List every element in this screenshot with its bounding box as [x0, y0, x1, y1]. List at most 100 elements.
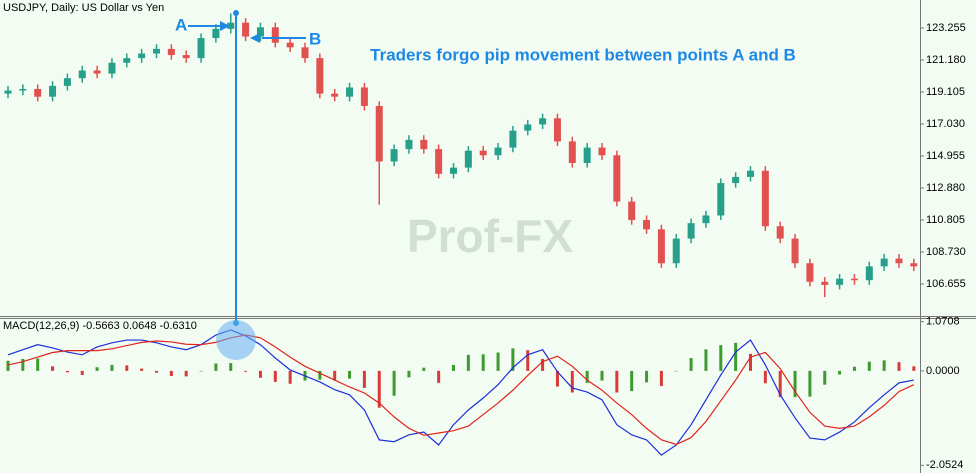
histogram-bar [496, 352, 500, 371]
histogram-bar [466, 354, 470, 371]
candle-body [108, 62, 116, 74]
candle-body [34, 88, 42, 97]
histogram-bar [719, 345, 723, 371]
candle-body [435, 149, 443, 174]
macd-line [7, 329, 914, 456]
candle-body [598, 147, 606, 156]
candle-body [702, 215, 710, 224]
histogram-bar [392, 370, 396, 396]
y-tick-label: 108.730 [926, 246, 966, 258]
candle-body [153, 48, 160, 54]
histogram-bar [377, 370, 381, 408]
candle-body [390, 149, 398, 162]
candle-body [509, 130, 517, 148]
candle-body [78, 70, 86, 79]
candle-body [182, 55, 190, 59]
histogram-bar [51, 366, 55, 371]
candle-body [583, 147, 591, 164]
y-tick-label: 114.955 [926, 150, 965, 162]
histogram-bar [882, 360, 886, 371]
histogram-bar [600, 370, 604, 381]
annotation-b: B [309, 29, 321, 48]
candle-body [761, 170, 769, 227]
macd-line [7, 334, 915, 446]
indicator-title: MACD(12,26,9) -0.5663 0.0648 -0.6310 [3, 320, 197, 332]
histogram-bar [318, 370, 322, 380]
candle-body [138, 53, 146, 59]
histogram-bar [793, 370, 797, 398]
histogram-bar [95, 367, 99, 371]
histogram-bar [110, 364, 114, 371]
histogram-bar [897, 362, 901, 371]
histogram-bar [169, 370, 173, 376]
candle-body [910, 263, 918, 267]
candle-body [850, 278, 858, 281]
annotation-a: A [175, 15, 187, 34]
y-tick-label: 112.880 [926, 182, 965, 194]
candle-body [732, 176, 740, 184]
histogram-bar [452, 364, 455, 371]
histogram-bar [778, 370, 782, 398]
candle-body [4, 90, 12, 94]
histogram-bar [244, 370, 248, 372]
histogram-bar [689, 358, 693, 371]
histogram-bar [184, 370, 188, 377]
candle-body [494, 147, 502, 156]
histogram-bar [80, 370, 84, 376]
histogram-bar [570, 370, 574, 393]
y-tick-label: 117.030 [926, 118, 965, 130]
chart-title: USDJPY, Daily: US Dollar vs Yen [3, 2, 164, 14]
watermark: Prof-FX [407, 210, 573, 262]
histogram-bar [199, 370, 203, 372]
histogram-bar [912, 366, 916, 371]
candle-body [821, 281, 829, 285]
y-tick-label: 123.255 [926, 22, 966, 34]
candle-body [717, 183, 725, 216]
histogram-bar [422, 367, 426, 371]
candle-body [93, 70, 101, 74]
histogram-bar [288, 370, 292, 384]
candle-body [524, 124, 532, 131]
histogram-bar [229, 363, 233, 371]
histogram-bar [36, 358, 40, 371]
candle-body [375, 105, 383, 162]
candle-body [539, 118, 547, 125]
histogram-bar [749, 353, 752, 371]
histogram-bar [437, 370, 441, 383]
histogram-bar [823, 370, 827, 385]
candle-body [865, 266, 873, 281]
candle-body [568, 141, 576, 164]
histogram-bar [155, 370, 158, 373]
histogram-bar [541, 358, 545, 371]
candle-body [123, 58, 131, 63]
candle-body [360, 87, 368, 106]
candle-body [880, 258, 888, 267]
histogram-bar [273, 370, 277, 382]
highlight-circle [216, 320, 256, 360]
candle-body [791, 238, 799, 264]
histogram-bar [645, 370, 649, 383]
annotation-note: Traders forgo pip movement between point… [370, 45, 796, 64]
y-tick-label: 110.805 [926, 214, 965, 226]
y-tick-label: 119.105 [926, 86, 965, 98]
histogram-bar [838, 370, 842, 375]
candle-body [256, 27, 264, 37]
candle-body [331, 93, 339, 97]
candle-body [895, 258, 903, 264]
y-tick-label: -2.0524 [926, 459, 963, 471]
candle-body [776, 226, 784, 239]
candle-body [19, 88, 27, 91]
candle-body [747, 170, 754, 177]
candle-body [479, 150, 487, 156]
histogram-bar [867, 361, 871, 371]
candle-body [212, 28, 220, 39]
candle-body [405, 139, 413, 150]
histogram-bar [214, 363, 218, 371]
histogram-bar [65, 370, 69, 373]
histogram-bar [630, 370, 634, 392]
y-tick-label: 1.0708 [926, 316, 960, 328]
y-tick-label: 121.180 [926, 54, 966, 66]
histogram-bar [674, 370, 678, 372]
candle-body [657, 229, 665, 264]
